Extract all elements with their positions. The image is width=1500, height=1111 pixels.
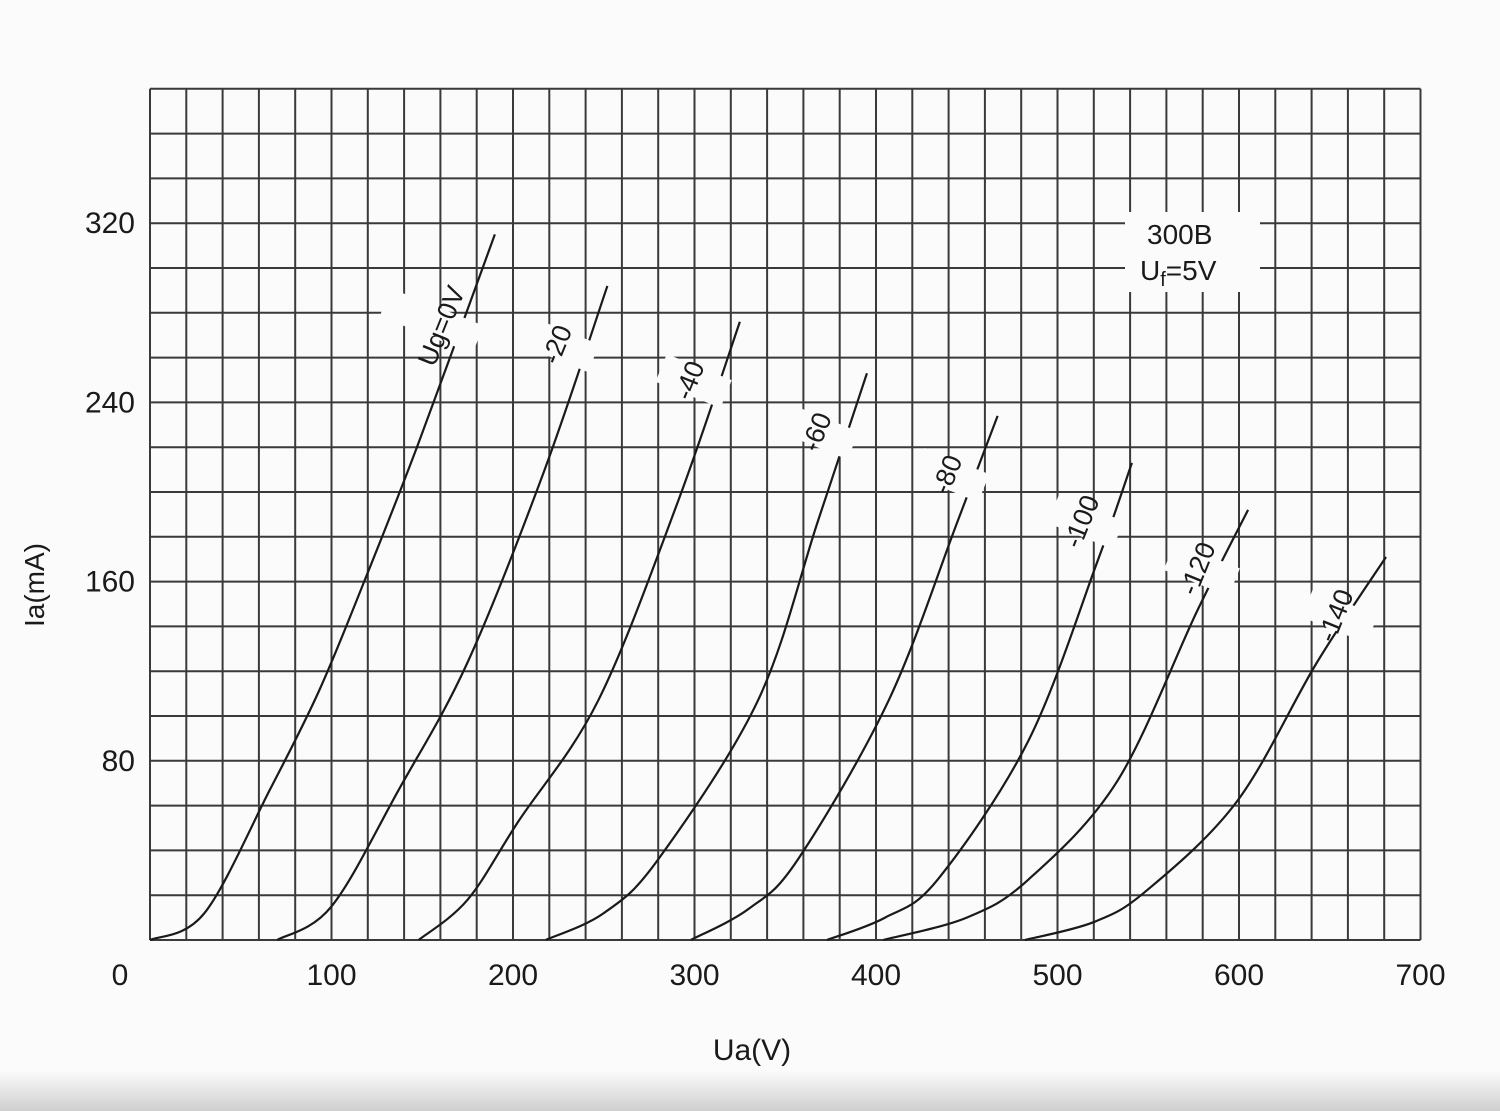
x-tick-label: 0: [112, 959, 129, 992]
tube-type-annotation: 300B: [1147, 219, 1212, 250]
y-tick-label: 160: [85, 566, 135, 599]
curve-ug-7: [1024, 556, 1387, 942]
curve-label-background: [655, 353, 732, 408]
x-tick-label: 300: [669, 959, 719, 992]
curve-label-background: [1047, 495, 1124, 550]
curve-label-background: [379, 288, 484, 354]
curve-label-background: [1301, 589, 1378, 644]
x-tick-label: 100: [306, 959, 356, 992]
y-tick-label: 320: [85, 207, 135, 240]
curve-label-background: [523, 318, 600, 373]
x-axis-label: Ua(V): [713, 1034, 791, 1067]
scan-shadow: [0, 1071, 1500, 1111]
curve-ug-1: [276, 285, 609, 941]
curves: [149, 234, 1387, 942]
y-tick-label: 240: [85, 386, 135, 419]
y-axis-label: Ia(mA): [19, 543, 50, 627]
annotation-background: [1125, 212, 1260, 292]
curve-ug-6: [882, 509, 1250, 942]
curve-ug-0: [149, 234, 496, 942]
grid: [149, 87, 1422, 941]
x-tick-label: 700: [1395, 959, 1445, 992]
curve-label-background: [1163, 542, 1240, 597]
filament-voltage-annotation: Uf=5V: [1140, 255, 1217, 291]
x-tick-label: 500: [1032, 959, 1082, 992]
curve-ug-2: [417, 321, 741, 941]
curve-ug-4: [690, 415, 999, 941]
curve-ug-3: [545, 372, 868, 941]
x-tick-label: 600: [1214, 959, 1264, 992]
y-tick-label: 80: [102, 745, 135, 778]
curve-ug-5: [826, 462, 1133, 942]
curve-label-background: [782, 405, 859, 460]
x-tick-label: 400: [851, 959, 901, 992]
x-tick-label: 200: [488, 959, 538, 992]
curve-label-background: [913, 448, 990, 503]
